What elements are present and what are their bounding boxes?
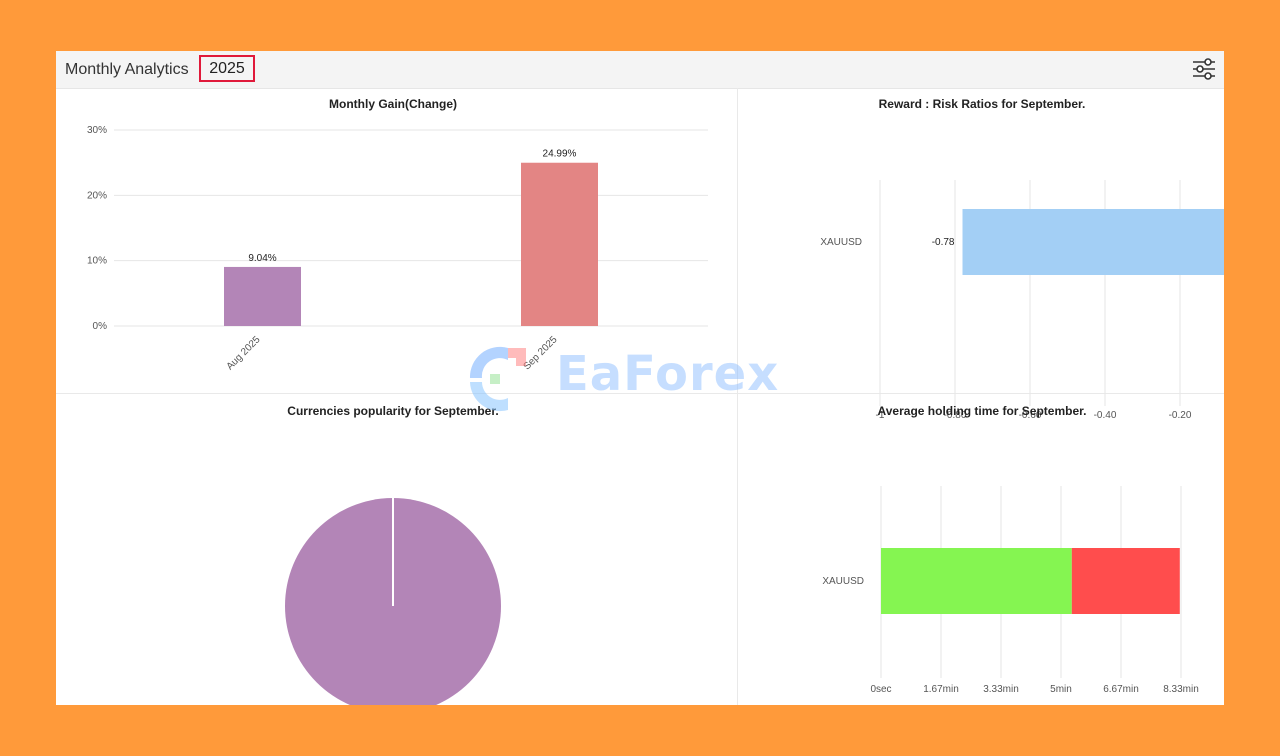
reward-risk-chart: Reward : Risk Ratios for September. -1 -0…	[820, 97, 1224, 421]
data-label: 9.04%	[248, 253, 276, 264]
x-tick-label: 1.67min	[923, 684, 959, 695]
data-label: -0.78	[932, 237, 955, 248]
bar	[962, 209, 1224, 275]
x-tick-label: 6.67min	[1103, 684, 1139, 695]
bar	[521, 162, 598, 326]
bar-segment-1	[1071, 548, 1180, 614]
y-tick-label: XAUUSD	[820, 237, 862, 248]
x-tick-label: 0sec	[870, 684, 891, 695]
horizontal-divider	[56, 393, 1224, 394]
chart-title: Reward : Risk Ratios for September.	[879, 97, 1086, 111]
page-title: Monthly Analytics	[65, 61, 189, 78]
year-selector[interactable]: 2025	[199, 55, 255, 82]
x-tick-label: -0.20	[1169, 410, 1192, 421]
currencies-pie-chart: Currencies popularity for September. XAU…	[285, 404, 501, 705]
holding-time-chart: Average holding time for September. 0sec…	[822, 404, 1199, 695]
x-tick-label: Sep 2025	[522, 334, 560, 372]
x-tick-label: -0.60	[1019, 410, 1042, 421]
x-tick-label: -1	[876, 410, 885, 421]
x-tick-label: 5min	[1050, 684, 1072, 695]
sliders-icon[interactable]	[1191, 57, 1217, 81]
bar	[224, 266, 301, 326]
x-tick-label: Aug 2025	[225, 334, 263, 372]
x-tick-label: 3.33min	[983, 684, 1019, 695]
x-tick-label: 8.33min	[1163, 684, 1199, 695]
chart-title: Currencies popularity for September.	[287, 404, 498, 418]
monthly-gain-chart: Monthly Gain(Change) 0% 10% 20% 30% 9.04% Aug…	[87, 97, 708, 372]
x-tick-label: -0.80	[944, 410, 967, 421]
analytics-card: Monthly Analytics 2025 Monthly Gain(Chan…	[56, 51, 1224, 705]
bar-segment-0	[881, 548, 1072, 614]
data-label: 24.99%	[543, 149, 577, 160]
card-header: Monthly Analytics 2025	[56, 51, 1224, 89]
y-tick-label: 10%	[87, 256, 107, 267]
y-tick-label: 30%	[87, 125, 107, 136]
y-tick-label: XAUUSD	[822, 576, 864, 587]
chart-title: Monthly Gain(Change)	[329, 97, 457, 111]
y-tick-label: 0%	[93, 321, 108, 332]
x-tick-label: -0.40	[1094, 410, 1117, 421]
y-tick-label: 20%	[87, 190, 107, 201]
vertical-divider	[737, 88, 738, 705]
chart-title: Average holding time for September.	[878, 404, 1087, 418]
